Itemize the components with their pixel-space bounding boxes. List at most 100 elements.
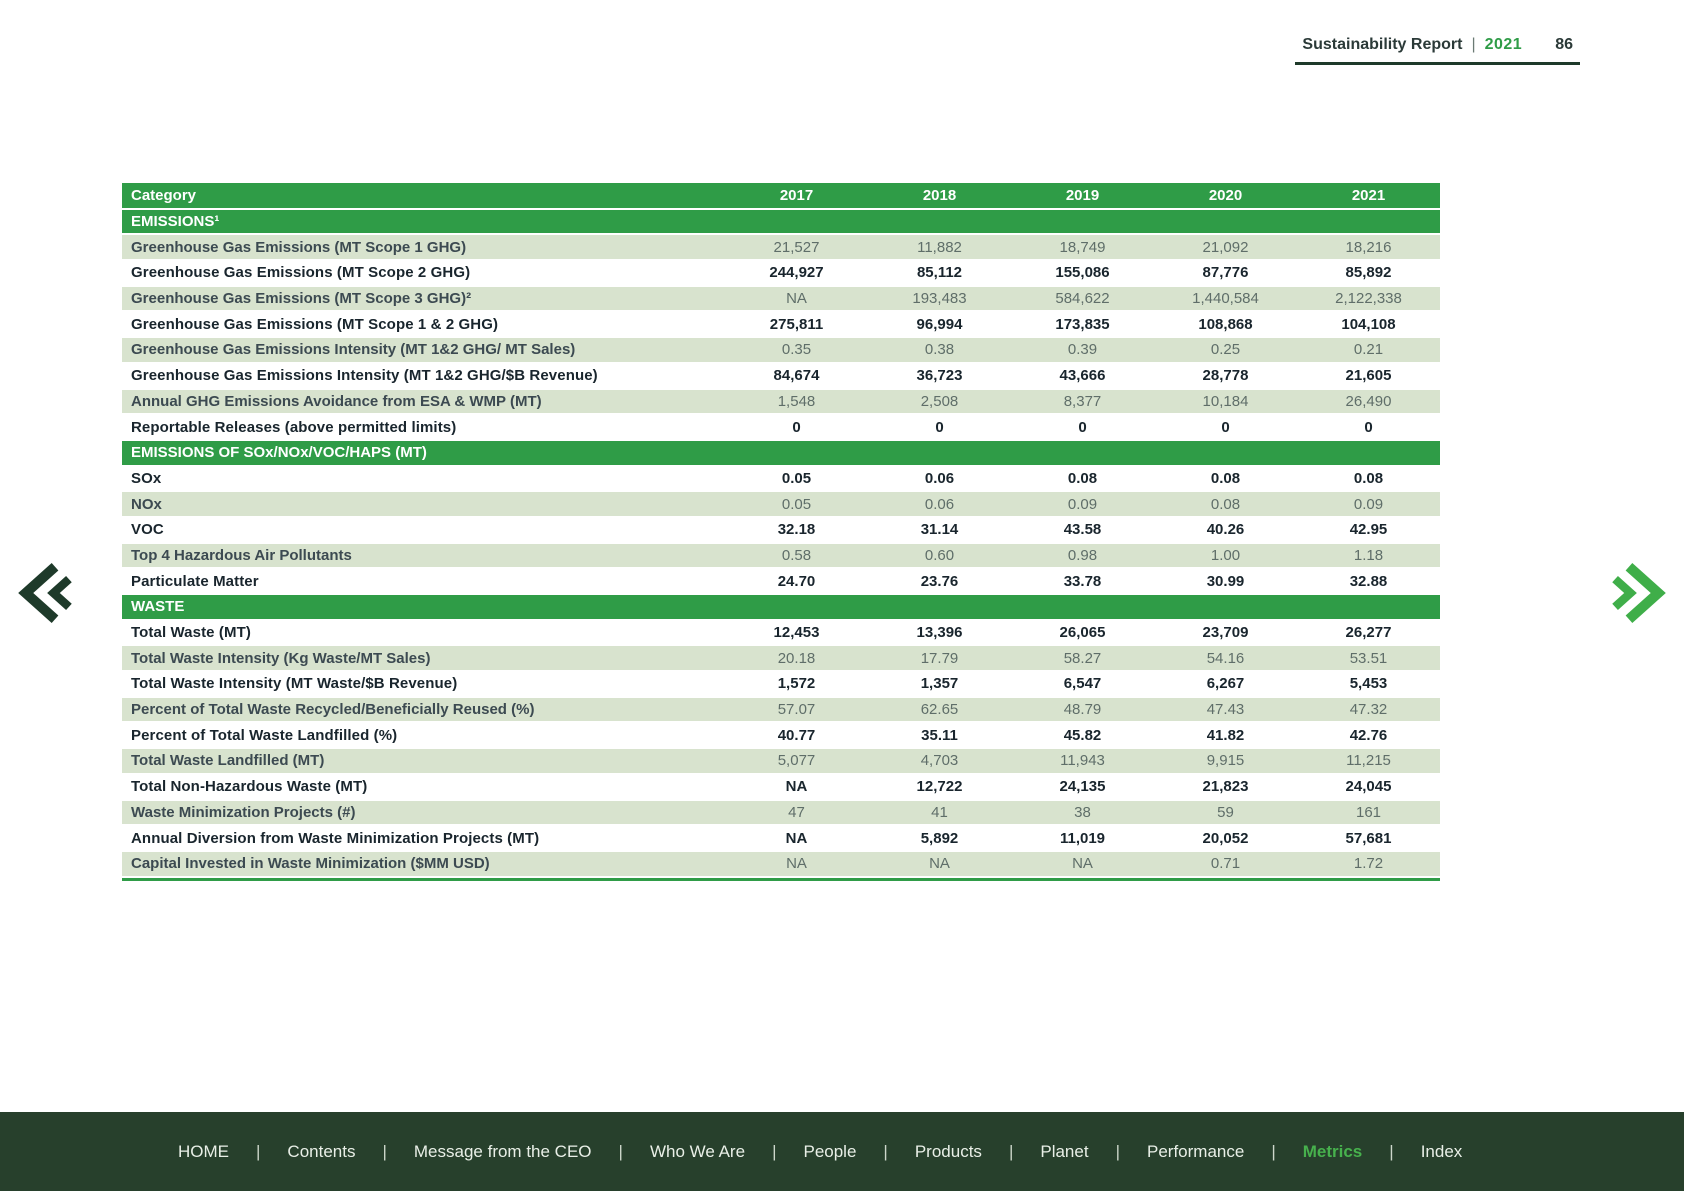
row-value-2020: 9,915 [1154,748,1297,775]
footer-nav-item-contents[interactable]: Contents [287,1141,356,1161]
row-value-2017: 20.18 [725,645,868,673]
row-value-2017: 0 [725,414,868,441]
row-value-2021: 104,108 [1297,311,1440,339]
row-value-2018: 96,994 [868,311,1011,339]
row-value-2018: 0 [868,414,1011,441]
row-label: Reportable Releases (above permitted lim… [122,414,725,441]
row-label: Waste Minimization Projects (#) [122,799,725,827]
row-value-2020: 21,092 [1154,234,1297,262]
row-label: VOC [122,516,725,544]
footer-nav: HOME | Contents | Message from the CEO | Who W… [0,1112,1684,1191]
section-title: EMISSIONS¹ [122,208,1440,236]
row-label: Percent of Total Waste Recycled/Benefici… [122,696,725,724]
row-value-2017: 57.07 [725,696,868,724]
report-year: 2021 [1484,36,1523,53]
row-value-2017: 0.05 [725,491,868,518]
row-value-2019: 0 [1011,414,1154,441]
row-value-2020: 21,823 [1154,773,1297,801]
row-label: Greenhouse Gas Emissions Intensity (MT 1… [122,337,725,364]
row-label: Total Non-Hazardous Waste (MT) [122,773,725,801]
row-value-2018: 41 [868,799,1011,827]
footer-nav-item-performance[interactable]: Performance [1146,1141,1245,1161]
nav-separator: | [1271,1141,1276,1161]
row-value-2017: 1,572 [725,671,868,698]
row-value-2017: NA [725,773,868,801]
row-value-2021: 0.09 [1297,491,1440,518]
row-value-2018: 12,722 [868,773,1011,801]
footer-nav-item-who-we-are[interactable]: Who We Are [649,1141,746,1161]
row-value-2018: 23.76 [868,568,1011,595]
double-chevron-left-icon [18,563,72,623]
row-value-2019: 0.39 [1011,337,1154,364]
row-value-2021: 161 [1297,799,1440,827]
row-value-2021: 0 [1297,414,1440,441]
table-row: Total Waste (MT) 12,453 13,396 26,065 23,709… [122,619,1440,647]
footer-nav-item-index[interactable]: Index [1420,1141,1463,1161]
report-header: Sustainability Report | 2021 86 [1295,36,1580,65]
footer-nav-item-planet[interactable]: Planet [1040,1141,1089,1161]
table-row: NOx 0.05 0.06 0.09 0.08 0.09 [122,491,1440,518]
row-value-2018: 1,357 [868,671,1011,698]
row-value-2018: NA [868,850,1011,878]
row-value-2019: 24,135 [1011,773,1154,801]
prev-page-button[interactable] [18,552,72,634]
section-header-row: WASTE [122,594,1440,621]
row-value-2019: 0.08 [1011,465,1154,493]
table-row: Total Waste Landfilled (MT) 5,077 4,703 11,… [122,748,1440,775]
row-value-2017: 5,077 [725,748,868,775]
table-row: Waste Minimization Projects (#) 47 41 38 59 1… [122,799,1440,827]
row-value-2021: 53.51 [1297,645,1440,673]
table-row: Reportable Releases (above permitted lim… [122,414,1440,441]
nav-separator: | [1008,1141,1014,1161]
row-value-2020: 54.16 [1154,645,1297,673]
footer-nav-item-home[interactable]: HOME [178,1141,229,1161]
row-value-2018: 62.65 [868,696,1011,724]
row-value-2021: 11,215 [1297,748,1440,775]
row-value-2021: 21,605 [1297,362,1440,390]
next-page-button[interactable] [1612,552,1666,634]
row-value-2019: 33.78 [1011,568,1154,595]
row-value-2018: 193,483 [868,285,1011,313]
table-row: Total Waste Intensity (MT Waste/$B Reven… [122,671,1440,698]
column-header-2019: 2019 [1011,183,1154,210]
footer-nav-item-message-from-the-ceo[interactable]: Message from the CEO [413,1141,592,1161]
row-value-2021: 57,681 [1297,825,1440,852]
nav-separator: | [883,1141,888,1161]
row-label: Capital Invested in Waste Minimization (… [122,850,725,878]
row-label: Percent of Total Waste Landfilled (%) [122,722,725,750]
row-value-2017: 40.77 [725,722,868,750]
row-value-2020: 30.99 [1154,568,1297,595]
column-header-2017: 2017 [725,183,868,210]
row-label: Greenhouse Gas Emissions Intensity (MT 1… [122,362,725,390]
row-value-2021: 2,122,338 [1297,285,1440,313]
table-row: SOx 0.05 0.06 0.08 0.08 0.08 [122,465,1440,493]
table-row: Annual GHG Emissions Avoidance from ESA … [122,388,1440,416]
row-value-2019: 0.09 [1011,491,1154,518]
row-label: SOx [122,465,725,493]
footer-nav-item-metrics[interactable]: Metrics [1302,1141,1363,1161]
row-value-2017: 244,927 [725,260,868,287]
row-value-2020: 1.00 [1154,542,1297,570]
row-value-2017: 0.58 [725,542,868,570]
table-header-row: Category 2017 2018 2019 2020 2021 [122,183,1440,210]
column-header-2021: 2021 [1297,183,1440,210]
row-label: Total Waste Landfilled (MT) [122,748,725,775]
row-value-2018: 5,892 [868,825,1011,852]
row-value-2018: 0.06 [868,465,1011,493]
row-value-2021: 32.88 [1297,568,1440,595]
row-value-2020: 0.25 [1154,337,1297,364]
row-value-2020: 59 [1154,799,1297,827]
row-value-2019: 48.79 [1011,696,1154,724]
row-value-2018: 17.79 [868,645,1011,673]
row-value-2020: 0.08 [1154,465,1297,493]
table-row: Total Non-Hazardous Waste (MT) NA 12,722 24… [122,773,1440,801]
footer-nav-item-people[interactable]: People [803,1141,857,1161]
table-row: Top 4 Hazardous Air Pollutants 0.58 0.60 0.… [122,542,1440,570]
row-value-2018: 11,882 [868,234,1011,262]
row-label: Greenhouse Gas Emissions (MT Scope 3 GHG… [122,285,725,313]
row-value-2020: 1,440,584 [1154,285,1297,313]
footer-nav-item-products[interactable]: Products [914,1141,982,1161]
section-title: WASTE [122,594,1440,621]
row-value-2017: 0.05 [725,465,868,493]
row-label: Total Waste Intensity (Kg Waste/MT Sales… [122,645,725,673]
